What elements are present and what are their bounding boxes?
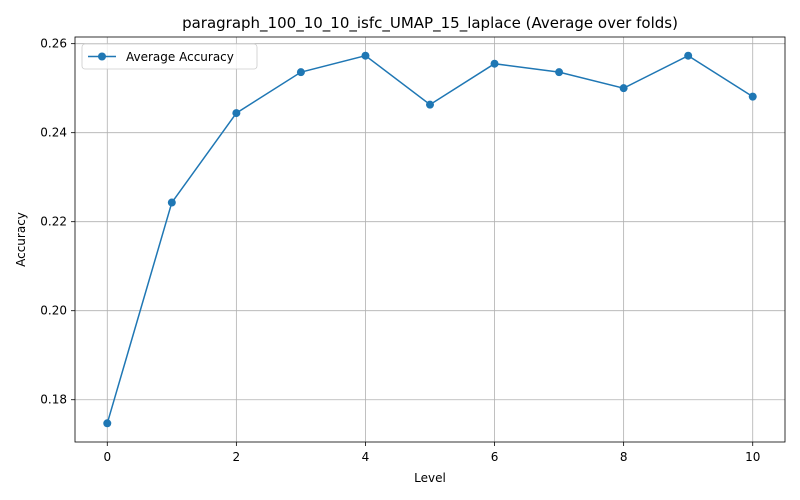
plot-frame: [74, 36, 786, 443]
data-point: [555, 68, 564, 77]
y-tick-label: 0.22: [40, 215, 67, 229]
x-tick-label: 2: [233, 450, 241, 464]
data-point: [490, 59, 499, 68]
data-point: [103, 419, 112, 428]
y-axis-label: Accuracy: [14, 212, 28, 267]
series-line: [106, 54, 754, 424]
x-tick-label: 10: [745, 450, 760, 464]
y-tick-label: 0.26: [40, 37, 67, 51]
x-tick-label: 8: [620, 450, 628, 464]
y-tick-label: 0.24: [40, 126, 67, 140]
data-point: [748, 92, 757, 101]
legend: Average Accuracy: [81, 43, 258, 70]
data-point: [167, 198, 176, 207]
data-point: [426, 100, 434, 109]
data-point: [684, 51, 693, 60]
x-axis-label: Level: [414, 471, 446, 485]
y-tick-label: 0.18: [40, 393, 67, 407]
chart-title: paragraph_100_10_10_isfc_UMAP_15_laplace…: [182, 14, 678, 33]
grid-lines: [75, 37, 785, 442]
legend-box: [81, 43, 258, 70]
x-tick-label: 4: [362, 450, 370, 464]
legend-label: Average Accuracy: [126, 50, 234, 64]
data-point: [361, 51, 370, 60]
legend-marker: [98, 52, 106, 61]
x-tick-label: 6: [491, 450, 499, 464]
series-layer: [103, 51, 757, 428]
x-tick-label: 0: [103, 450, 111, 464]
y-tick-label: 0.20: [40, 304, 67, 318]
axis-ticks: 0 2 4 6 8 10 0.18 0.20 0.22 0.24 0.26: [40, 37, 760, 464]
data-point: [296, 68, 305, 77]
data-point: [232, 109, 241, 118]
data-point: [619, 84, 628, 93]
